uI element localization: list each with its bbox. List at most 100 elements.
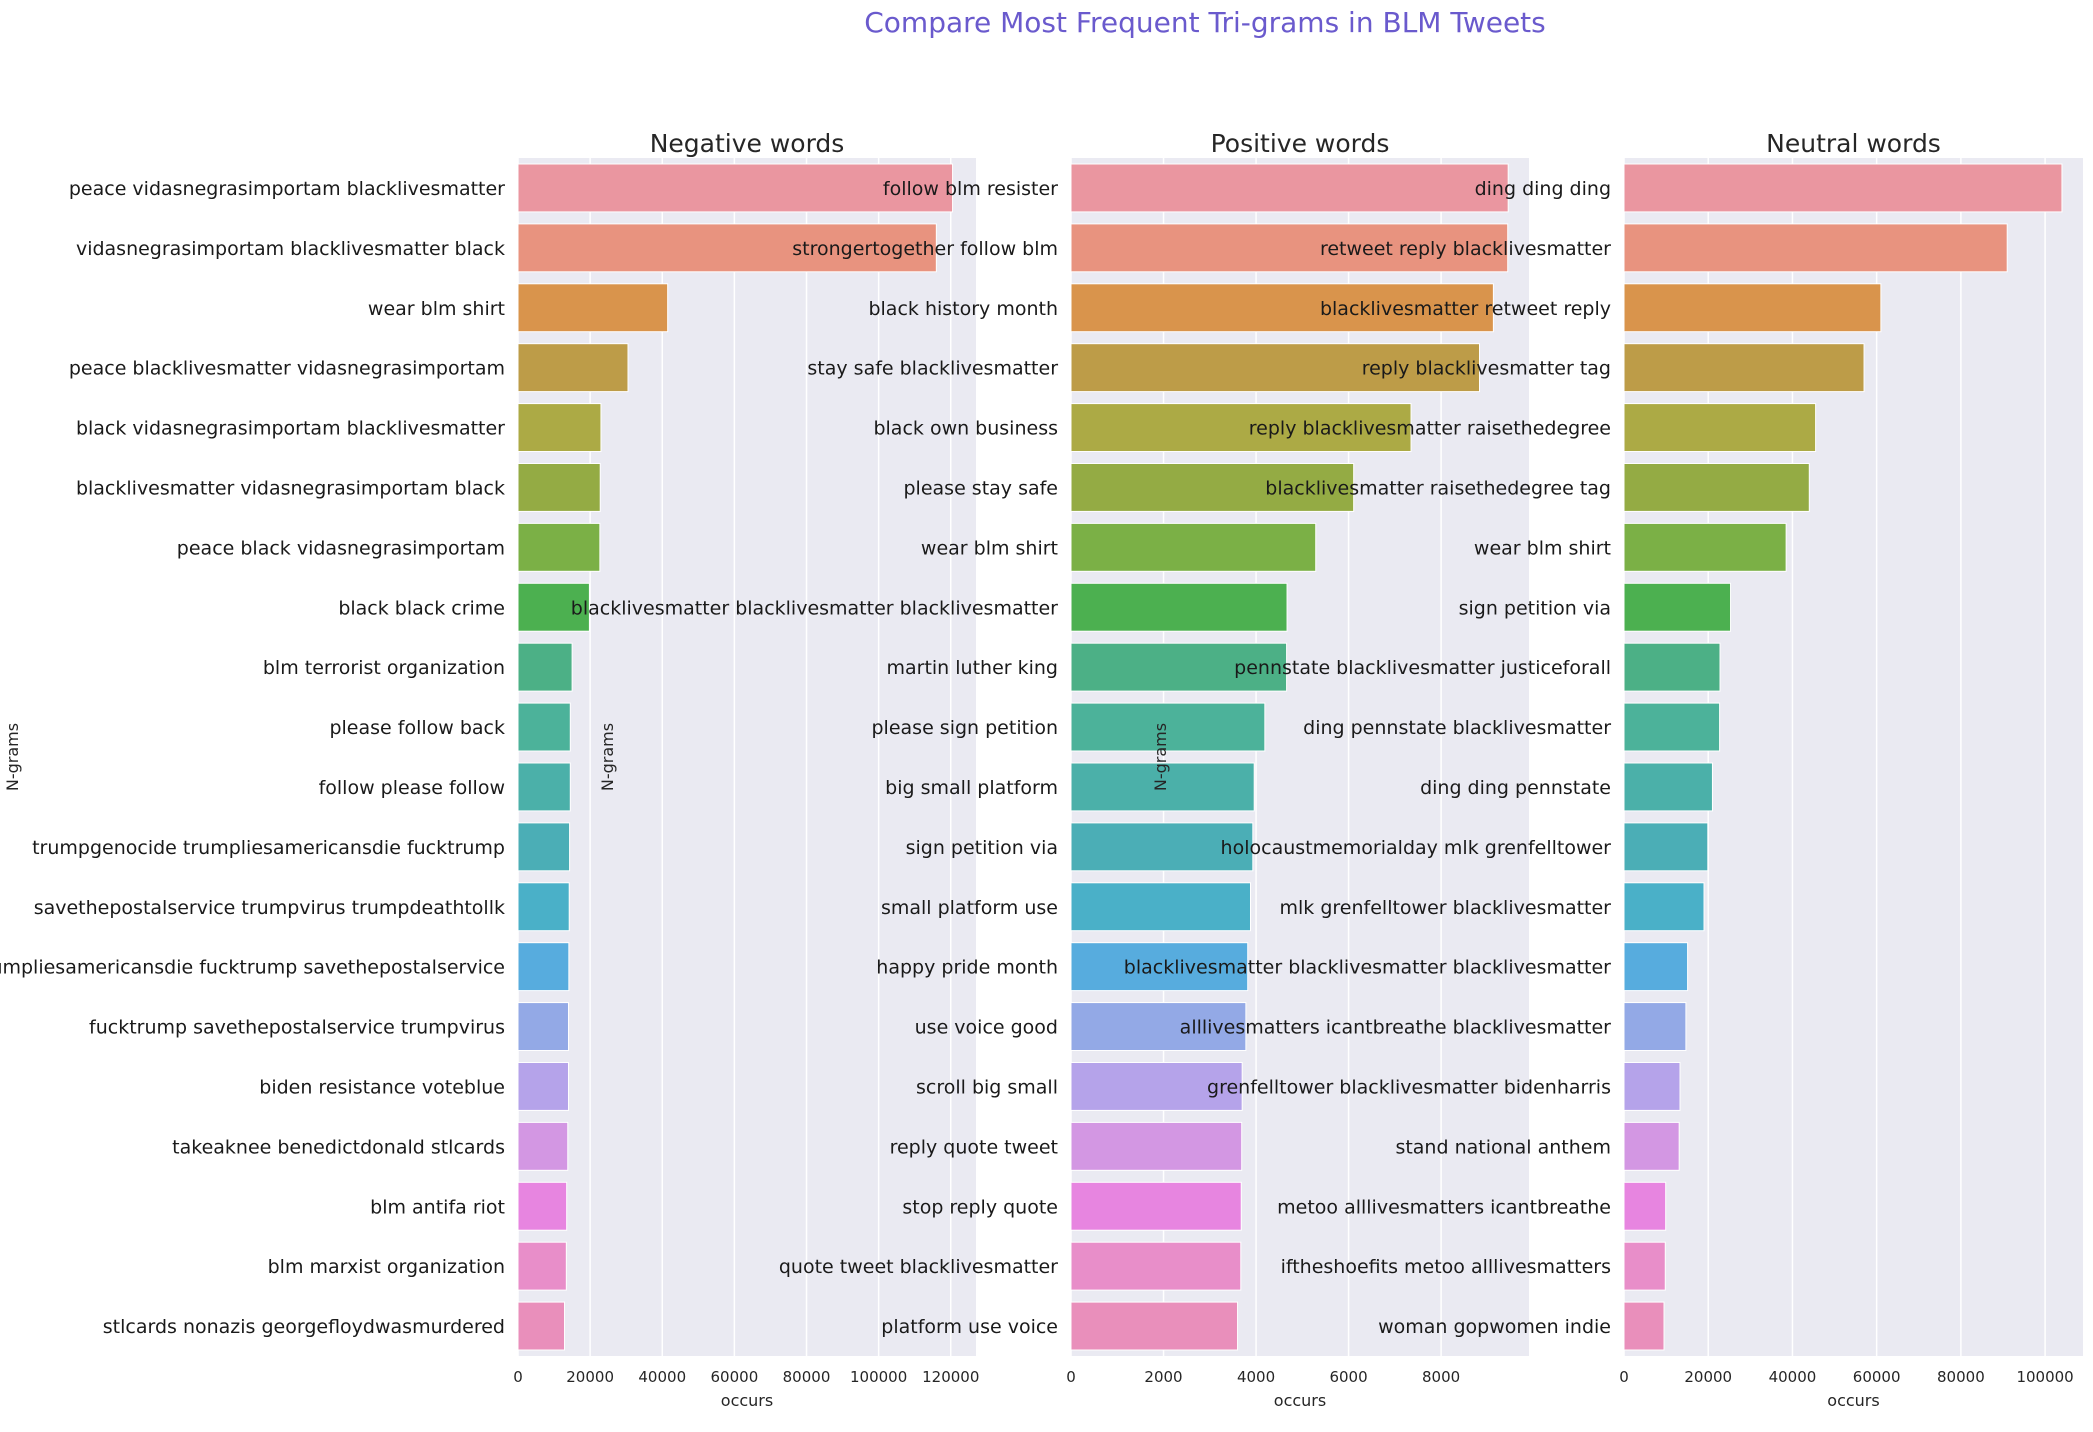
category-label: please sign petition [872, 717, 1059, 739]
bar [1070, 582, 1288, 632]
bar [1623, 1121, 1680, 1171]
bar [1623, 1181, 1667, 1231]
chart-suptitle: Compare Most Frequent Tri-grams in BLM T… [864, 6, 1546, 39]
bar [1070, 702, 1266, 752]
bar [517, 942, 570, 992]
bar [1623, 343, 1865, 393]
category-label: peace blacklivesmatter vidasnegrasimport… [69, 358, 505, 380]
x-axis-label: occurs [721, 1391, 773, 1410]
category-label: big small platform [885, 777, 1058, 799]
bar [517, 882, 570, 932]
bar [1623, 762, 1713, 812]
bar [1623, 702, 1721, 752]
bar [1623, 1002, 1687, 1052]
x-tick-label: 2000 [1144, 1368, 1182, 1386]
bar [517, 582, 590, 632]
category-label: blacklivesmatter blacklivesmatter blackl… [1124, 957, 1611, 979]
bar [1623, 582, 1732, 632]
x-tick-label: 80000 [783, 1368, 831, 1386]
category-label: follow blm resister [883, 178, 1058, 200]
bar [1623, 223, 2008, 273]
bar [1070, 522, 1317, 572]
bar [1070, 1061, 1243, 1111]
category-label: pennstate blacklivesmatter justiceforall [1234, 657, 1611, 679]
bar [1070, 1241, 1242, 1291]
category-label: vidasnegrasimportam blacklivesmatter bla… [76, 238, 505, 260]
bar [517, 702, 571, 752]
bar [517, 343, 629, 393]
category-label: metoo alllivesmatters icantbreathe [1277, 1196, 1611, 1218]
category-label: blacklivesmatter vidasnegrasimportam bla… [76, 477, 505, 499]
bar [1070, 1181, 1242, 1231]
category-label: wear blm shirt [1474, 537, 1611, 559]
category-label: biden resistance voteblue [259, 1076, 505, 1098]
chart-panel-3: ding ding ding retweet reply blacklivesma… [1124, 129, 2083, 1410]
category-label: please stay safe [904, 477, 1059, 499]
bar [1070, 882, 1251, 932]
bar [1070, 822, 1254, 872]
x-tick-label: 4000 [1237, 1368, 1275, 1386]
x-tick-label: 0 [1619, 1368, 1629, 1386]
panel-title: Neutral words [1766, 129, 1941, 158]
y-axis-label: N-grams [1151, 723, 1170, 791]
x-tick-label: 8000 [1422, 1368, 1460, 1386]
category-label: holocaustmemorialday mlk grenfelltower [1221, 837, 1612, 859]
y-axis-label: N-grams [3, 723, 22, 791]
bar [1070, 1002, 1247, 1052]
category-label: reply quote tweet [890, 1136, 1058, 1158]
category-label: stay safe blacklivesmatter [807, 358, 1058, 380]
category-label: fucktrump savethepostalservice trumpviru… [89, 1017, 505, 1039]
category-label: black own business [873, 418, 1058, 440]
category-label: peace black vidasnegrasimportam [177, 537, 505, 559]
bar [1623, 1061, 1681, 1111]
x-tick-label: 100000 [850, 1368, 907, 1386]
category-label: trumpliesamericansdie fucktrump savethep… [0, 957, 505, 979]
category-label: strongertogether follow blm [792, 238, 1058, 260]
bar [517, 522, 601, 572]
bar [1623, 882, 1705, 932]
category-label: reply blacklivesmatter raisethedegree [1249, 418, 1611, 440]
bar [1070, 462, 1355, 512]
category-label: mlk grenfelltower blacklivesmatter [1280, 897, 1612, 919]
bar [517, 163, 954, 213]
bar [517, 1061, 569, 1111]
bar [517, 223, 937, 273]
category-label: woman gopwomen indie [1378, 1316, 1611, 1338]
category-label: blacklivesmatter blacklivesmatter blackl… [571, 597, 1058, 619]
bar [1623, 522, 1787, 572]
bar [1070, 942, 1249, 992]
category-label: reply blacklivesmatter tag [1362, 358, 1611, 380]
bar [1070, 283, 1494, 333]
bar [1623, 942, 1689, 992]
bar [1623, 822, 1709, 872]
x-tick-label: 80000 [1937, 1368, 1985, 1386]
x-tick-label: 100000 [2016, 1368, 2073, 1386]
category-label: small platform use [881, 897, 1058, 919]
category-label: quote tweet blacklivesmatter [779, 1256, 1058, 1278]
category-label: ding ding ding [1475, 178, 1611, 200]
chart-panel-1: peace vidasnegrasimportam blacklivesmatt… [0, 129, 979, 1410]
bar [517, 403, 602, 453]
y-axis-label: N-grams [598, 723, 617, 791]
category-label: ding ding pennstate [1420, 777, 1611, 799]
category-label: takeaknee benedictdonald stlcards [172, 1136, 505, 1158]
category-label: iftheshoefits metoo alllivesmatters [1281, 1256, 1611, 1278]
bar [1070, 343, 1480, 393]
category-label: platform use voice [881, 1316, 1058, 1338]
x-tick-label: 120000 [922, 1368, 979, 1386]
bar [1623, 163, 2063, 213]
x-tick-label: 0 [1066, 1368, 1076, 1386]
bar [1070, 1121, 1243, 1171]
category-label: stlcards nonazis georgefloydwasmurdered [103, 1316, 505, 1338]
category-label: alllivesmatters icantbreathe blacklivesm… [1180, 1017, 1612, 1039]
bar [1070, 403, 1412, 453]
bar [1623, 1301, 1665, 1351]
plot-area [518, 158, 976, 1356]
category-label: blm antifa riot [370, 1196, 505, 1218]
bar [1623, 462, 1810, 512]
x-tick-label: 40000 [1769, 1368, 1817, 1386]
bar [1623, 1241, 1666, 1291]
bar [517, 1241, 567, 1291]
bar [1070, 223, 1509, 273]
category-label: black history month [868, 298, 1058, 320]
